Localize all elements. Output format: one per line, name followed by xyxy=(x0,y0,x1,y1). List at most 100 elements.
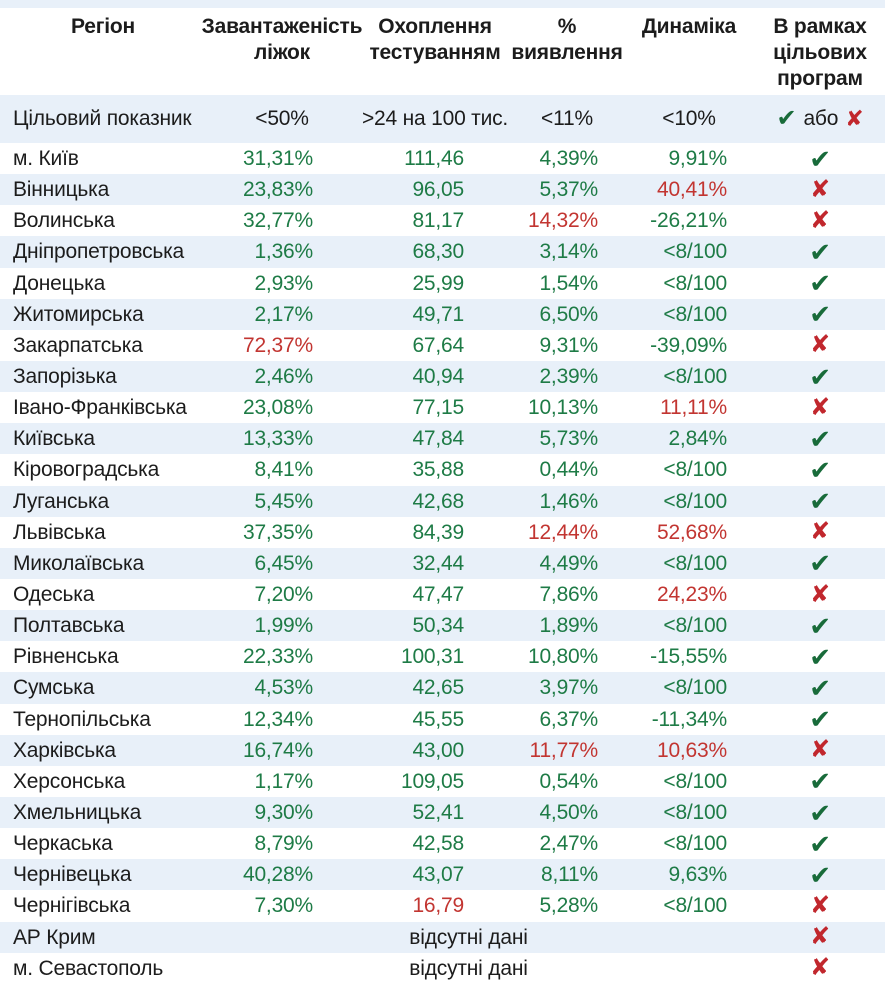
cross-icon: ✘ xyxy=(810,736,830,764)
region-name: АР Крим xyxy=(13,925,96,949)
testing-coverage-value: 32,44 xyxy=(412,551,464,575)
check-icon: ✔ xyxy=(809,361,831,392)
bed-occupancy-value: 1,17% xyxy=(254,769,313,793)
dynamics-value: <8/100 xyxy=(663,458,727,482)
detection-rate-value: 10,80% xyxy=(527,645,598,669)
table-row: Івано-Франківська 23,08% 77,15 10,13% 11… xyxy=(0,392,885,423)
region-name: Кіровоградська xyxy=(13,458,160,482)
bed-occupancy-value: 2,46% xyxy=(254,365,313,389)
bed-occupancy-value: 2,93% xyxy=(254,271,313,295)
bed-occupancy-value: 37,35% xyxy=(242,520,313,544)
region-name: Волинська xyxy=(13,209,115,233)
target-testing-coverage-value: >24 на 100 тис. xyxy=(361,107,509,130)
bed-occupancy-value: 8,41% xyxy=(254,458,313,482)
bed-occupancy-value: 16,74% xyxy=(242,738,313,762)
check-icon: ✔ xyxy=(776,105,797,132)
dynamics-value: <8/100 xyxy=(663,832,727,856)
cross-icon: ✘ xyxy=(810,175,830,203)
status-icon: ✔ xyxy=(732,831,885,857)
bed-occupancy-value: 1,36% xyxy=(254,240,313,264)
region-name: Сумська xyxy=(13,676,95,700)
testing-coverage-value: 47,84 xyxy=(412,427,464,451)
testing-coverage-value: 45,55 xyxy=(412,707,464,731)
region-name: Запорізька xyxy=(13,365,117,389)
dynamics-value: -26,21% xyxy=(650,209,727,233)
check-icon: ✔ xyxy=(809,704,831,735)
target-row-label: Цільовий показник xyxy=(13,107,192,130)
table-row: Харківська 16,74% 43,00 11,77% 10,63% ✘ xyxy=(0,734,885,766)
dynamics-value: <8/100 xyxy=(663,551,727,575)
check-icon: ✔ xyxy=(809,268,831,299)
region-name: Тернопільська xyxy=(13,707,151,731)
status-icon: ✘ xyxy=(732,580,885,608)
bed-occupancy-value: 9,30% xyxy=(254,801,313,825)
dynamics-value: 11,11% xyxy=(660,396,727,420)
bed-occupancy-value: 2,17% xyxy=(254,302,313,326)
region-name: Львівська xyxy=(13,520,106,544)
bed-occupancy-value: 22,33% xyxy=(242,645,313,669)
region-name: Чернівецька xyxy=(13,863,132,887)
testing-coverage-value: 42,65 xyxy=(412,676,464,700)
region-name: Миколаївська xyxy=(13,551,144,575)
detection-rate-value: 8,11% xyxy=(541,863,598,887)
detection-rate-value: 6,37% xyxy=(539,707,598,731)
status-icon: ✘ xyxy=(732,925,885,949)
testing-coverage-value: 43,00 xyxy=(412,738,464,762)
bed-occupancy-value: 7,20% xyxy=(254,583,313,607)
table-row: Хмельницька 9,30% 52,41 4,50% <8/100 ✔ xyxy=(0,796,885,829)
detection-rate-value: 1,46% xyxy=(539,489,598,513)
table-row: Донецька 2,93% 25,99 1,54% <8/100 ✔ xyxy=(0,268,885,299)
region-name: Вінницька xyxy=(13,178,110,202)
cross-icon: ✘ xyxy=(810,580,830,608)
table-row: Львівська 37,35% 84,39 12,44% 52,68% ✘ xyxy=(0,517,885,548)
dynamics-value: <8/100 xyxy=(663,676,727,700)
bed-occupancy-value: 31,31% xyxy=(242,147,313,171)
bed-occupancy-value: 1,99% xyxy=(254,614,313,638)
testing-coverage-value: 43,07 xyxy=(412,863,464,887)
check-icon: ✔ xyxy=(809,548,831,579)
table-header: Регіон Завантаженість ліжок Охоплення те… xyxy=(0,8,885,95)
dynamics-value: -15,55% xyxy=(650,645,727,669)
bed-occupancy-value: 7,30% xyxy=(254,894,313,918)
table-row: Сумська 4,53% 42,65 3,97% <8/100 ✔ xyxy=(0,672,885,704)
testing-coverage-value: 35,88 xyxy=(412,458,464,482)
target-dynamics-value: <10% xyxy=(662,107,716,130)
status-icon: ✔ xyxy=(732,862,885,888)
status-icon: ✔ xyxy=(732,426,885,452)
bed-occupancy-value: 23,83% xyxy=(242,178,313,202)
target-detection-rate-value: <11% xyxy=(541,107,593,130)
testing-coverage-value: 68,30 xyxy=(412,240,464,264)
table-row: Херсонська 1,17% 109,05 0,54% <8/100 ✔ xyxy=(0,766,885,797)
table-row: м. Київ 31,31% 111,46 4,39% 9,91% ✔ xyxy=(0,143,885,174)
detection-rate-value: 5,37% xyxy=(539,178,598,202)
status-icon: ✘ xyxy=(732,208,885,233)
status-icon: ✘ xyxy=(732,175,885,203)
bed-occupancy-value: 72,37% xyxy=(242,333,313,357)
dynamics-value: 9,91% xyxy=(668,147,727,171)
region-name: Закарпатська xyxy=(13,333,143,357)
check-icon: ✔ xyxy=(809,797,831,828)
status-icon: ✘ xyxy=(732,893,885,918)
region-name: Житомирська xyxy=(13,302,144,326)
region-name: Харківська xyxy=(13,738,116,762)
testing-coverage-value: 77,15 xyxy=(412,396,464,420)
detection-rate-value: 4,49% xyxy=(539,551,598,575)
column-header-testing-coverage: Охоплення тестуванням xyxy=(369,15,501,64)
dynamics-value: -11,34% xyxy=(651,707,727,731)
table-row: Тернопільська 12,34% 45,55 6,37% -11,34%… xyxy=(0,704,885,735)
table-row: Житомирська 2,17% 49,71 6,50% <8/100 ✔ xyxy=(0,298,885,330)
detection-rate-value: 5,73% xyxy=(539,427,598,451)
status-icon: ✔ xyxy=(732,239,885,265)
testing-coverage-value: 40,94 xyxy=(412,365,464,389)
cross-icon: ✘ xyxy=(810,923,830,951)
no-data-label: відсутні дані xyxy=(409,925,528,949)
detection-rate-value: 12,44% xyxy=(527,520,598,544)
check-icon: ✔ xyxy=(809,486,831,517)
detection-rate-value: 2,47% xyxy=(539,832,598,856)
cross-icon: ✘ xyxy=(810,393,830,421)
testing-coverage-value: 25,99 xyxy=(412,271,464,295)
dynamics-value: <8/100 xyxy=(663,489,727,513)
dynamics-value: <8/100 xyxy=(663,894,727,918)
testing-coverage-value: 49,71 xyxy=(412,302,464,326)
status-icon: ✔ xyxy=(732,800,885,826)
